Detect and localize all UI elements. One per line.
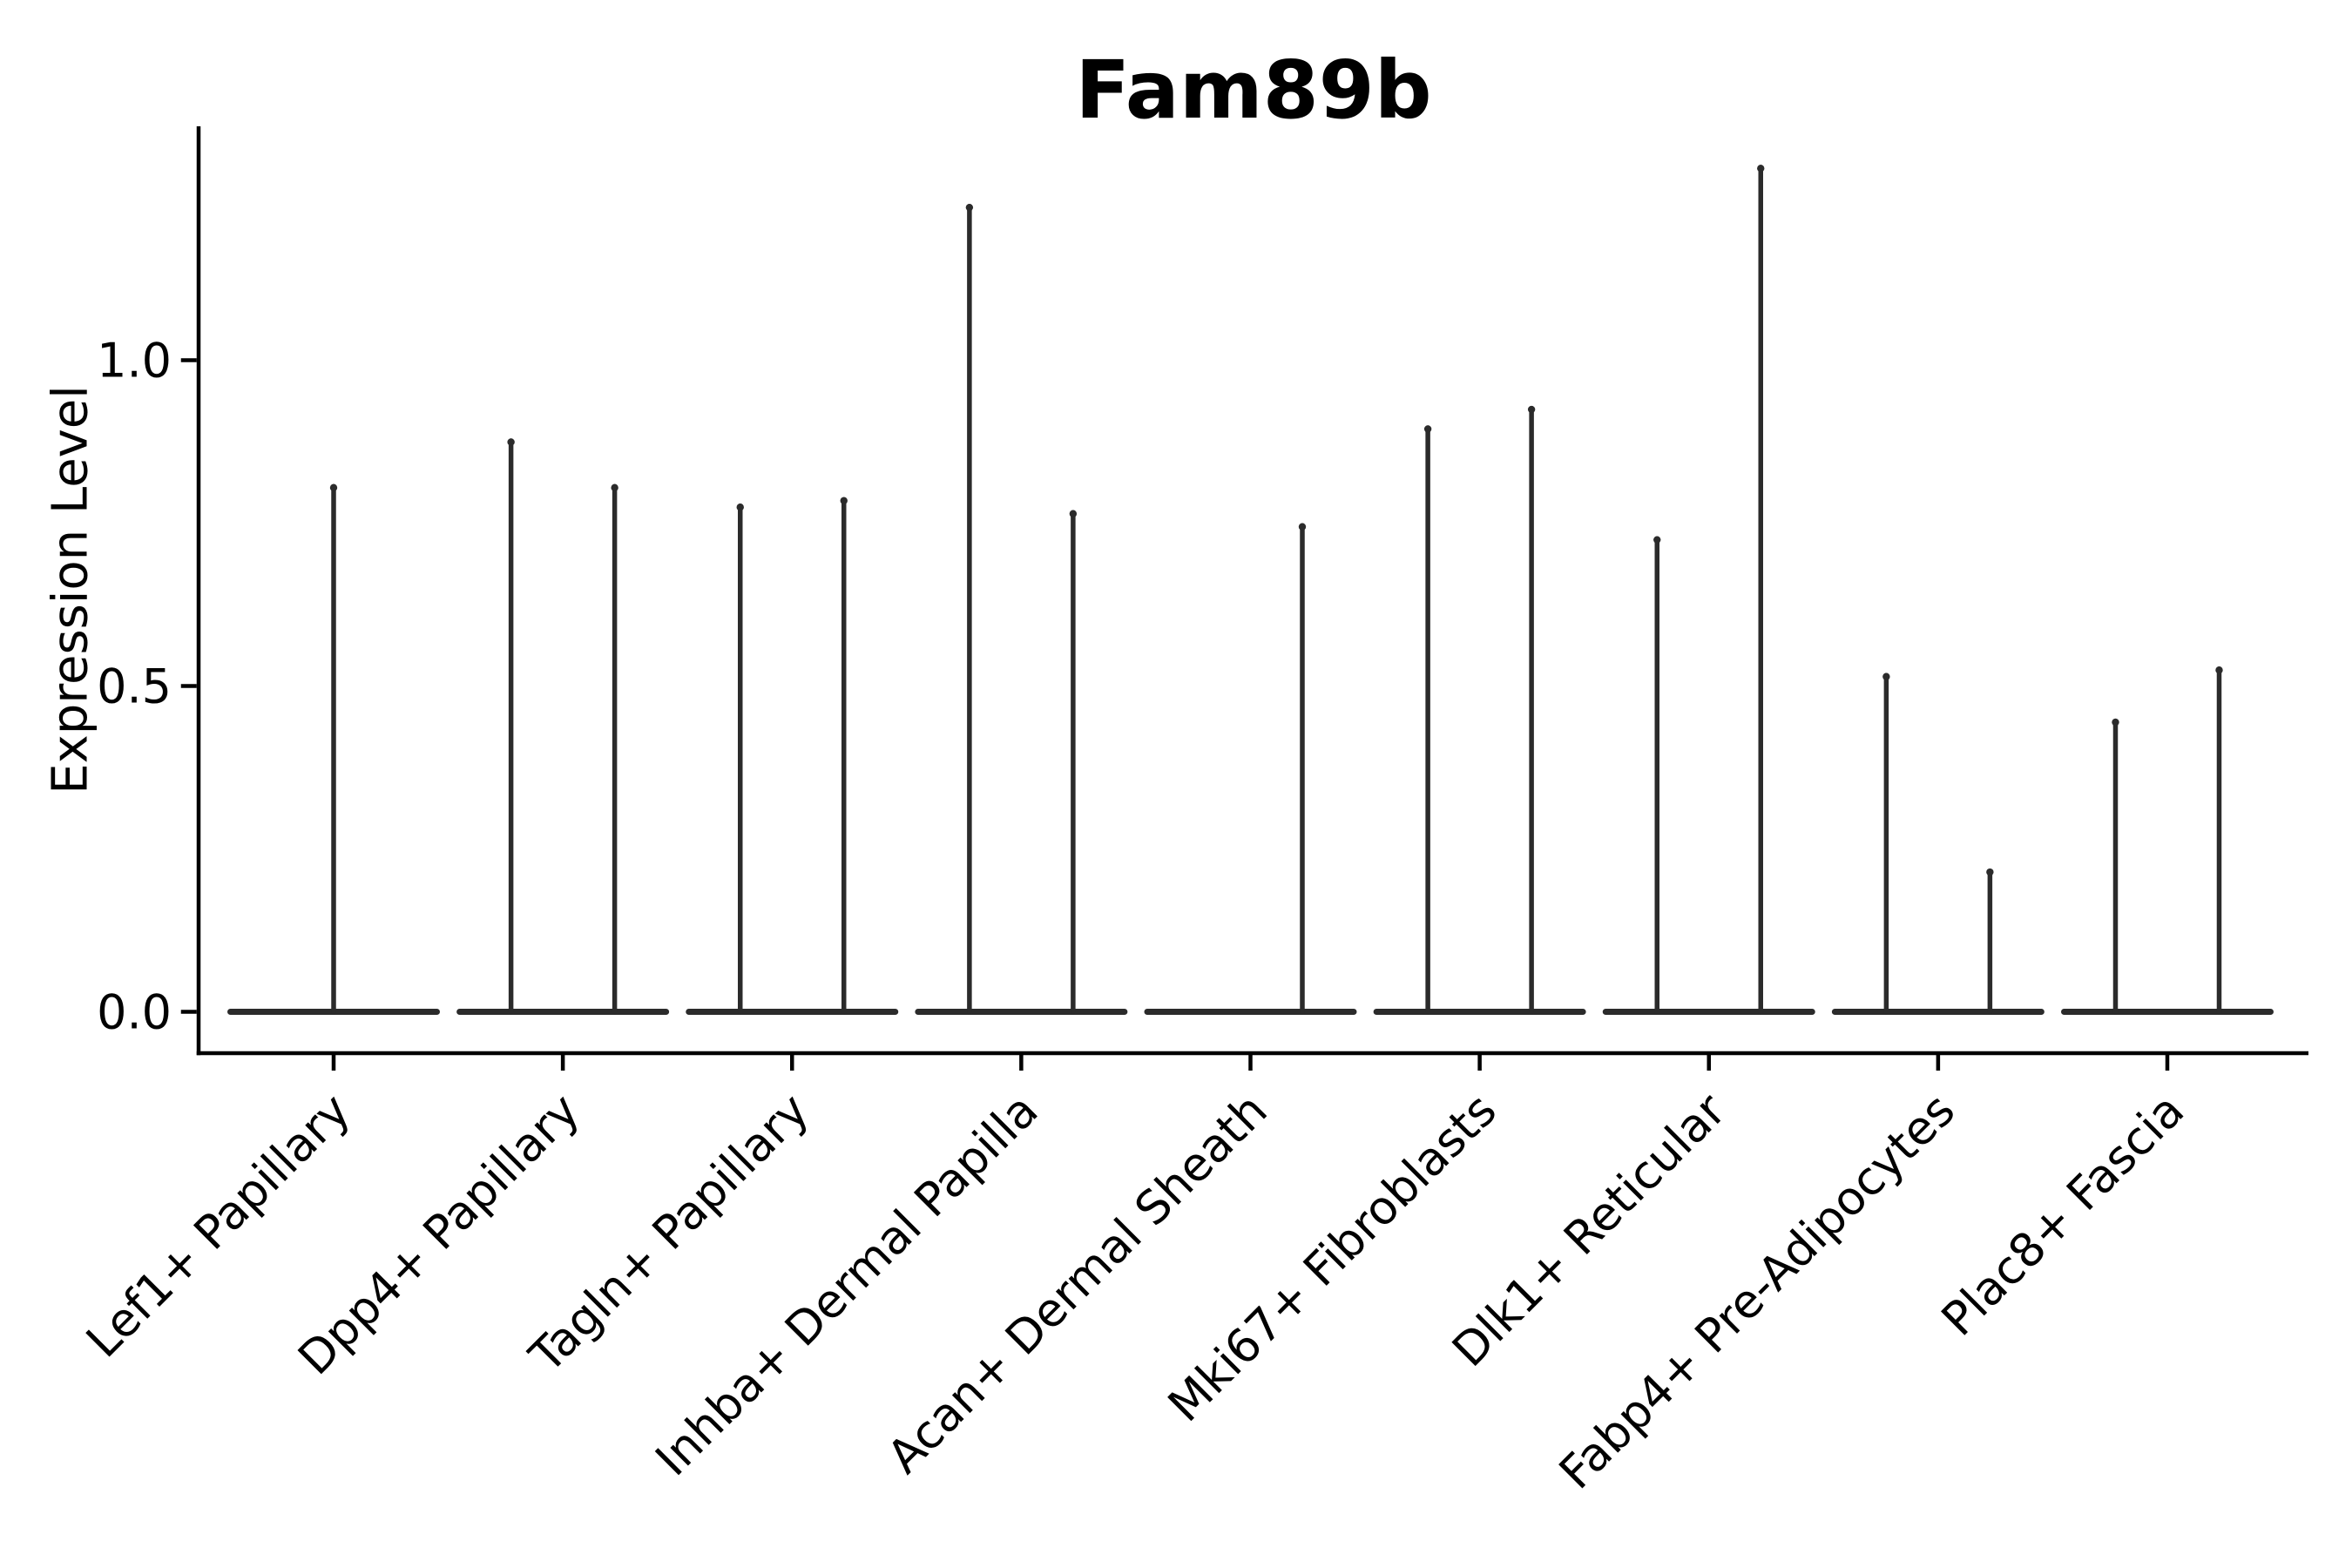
x-tick bbox=[1936, 1055, 1941, 1071]
violin-spike-tip bbox=[1653, 536, 1661, 544]
violin-spike-tip bbox=[840, 497, 848, 504]
y-tick-label: 0.0 bbox=[97, 985, 172, 1040]
violin-spike-tip bbox=[736, 504, 744, 511]
x-tick bbox=[1477, 1055, 1482, 1071]
y-tick-label: 0.5 bbox=[97, 659, 172, 714]
violin-spike-tip bbox=[2112, 718, 2119, 727]
y-axis-spine bbox=[196, 126, 201, 1056]
x-axis-spine bbox=[196, 1051, 2308, 1056]
violin-body bbox=[1602, 1009, 1815, 1015]
y-tick-label: 1.0 bbox=[97, 334, 172, 389]
violin-spike bbox=[1300, 523, 1305, 1015]
violin-body bbox=[456, 1009, 670, 1015]
violin-spike-tip bbox=[507, 438, 515, 446]
violin-body bbox=[1831, 1009, 2044, 1015]
violin-spike bbox=[1654, 536, 1659, 1015]
violin-group: Plac8+ Fascia bbox=[1932, 666, 2274, 1347]
x-tick bbox=[331, 1055, 336, 1071]
violin-spike-tip bbox=[965, 203, 974, 212]
violin-spike bbox=[1425, 425, 1430, 1015]
x-tick-label: Fabp4+ Pre-Adipocytes bbox=[1550, 1084, 1965, 1499]
violin-spike-tip bbox=[329, 483, 338, 492]
violin-spike bbox=[331, 483, 336, 1015]
y-tick bbox=[180, 358, 197, 362]
violin-spike-tip bbox=[1298, 523, 1307, 531]
y-tick bbox=[180, 684, 197, 688]
violin-spike bbox=[1071, 510, 1076, 1015]
x-tick bbox=[1707, 1055, 1711, 1071]
x-tick bbox=[1248, 1055, 1253, 1071]
violin-spike-tip bbox=[1069, 510, 1078, 517]
chart-title: Fam89b bbox=[1075, 44, 1432, 137]
violin-spike-tip bbox=[1757, 165, 1765, 172]
violin-body bbox=[2061, 1009, 2274, 1015]
violin-group: Tagln+ Papillary bbox=[519, 497, 899, 1383]
violin-body bbox=[915, 1009, 1128, 1015]
violin-group: Lef1+ Papillary bbox=[77, 483, 440, 1368]
violin-spike-tip bbox=[611, 483, 618, 492]
violin-group: Dlk1+ Reticular bbox=[1443, 165, 1815, 1377]
x-tick bbox=[1019, 1055, 1024, 1071]
violin-spike bbox=[2112, 718, 2119, 1015]
violin-spike-tip bbox=[1423, 425, 1432, 433]
violin-spike bbox=[2216, 666, 2222, 1015]
violin-body bbox=[1144, 1009, 1357, 1015]
violin-spike-tip bbox=[1986, 868, 1994, 876]
violin-spike-tip bbox=[1527, 405, 1536, 414]
violin-spike-tip bbox=[1882, 672, 1890, 680]
violin-group: Dpp4+ Papillary bbox=[288, 438, 670, 1385]
violin-spike bbox=[612, 483, 618, 1015]
violin-spike bbox=[508, 438, 514, 1015]
violin-spike bbox=[1529, 405, 1534, 1015]
y-tick bbox=[180, 1010, 197, 1014]
x-tick bbox=[560, 1055, 565, 1071]
x-tick-label: Inhba+ Dermal Papilla bbox=[645, 1084, 1048, 1486]
violin-spike bbox=[1883, 672, 1889, 1015]
violin-spike-tip bbox=[2215, 666, 2223, 674]
x-tick bbox=[2165, 1055, 2170, 1071]
x-tick bbox=[790, 1055, 794, 1071]
x-tick-label: Acan+ Dermal Sheath bbox=[877, 1084, 1277, 1484]
violin-body bbox=[686, 1009, 899, 1015]
violin-spike bbox=[738, 504, 743, 1015]
violin-spike bbox=[967, 203, 972, 1015]
violin-spike bbox=[1758, 165, 1763, 1015]
violin-spike bbox=[841, 497, 847, 1015]
x-tick-label: Plac8+ Fascia bbox=[1932, 1084, 2194, 1346]
violin-group: Fabp4+ Pre-Adipocytes bbox=[1550, 672, 2044, 1499]
violin-spike bbox=[1987, 868, 1993, 1015]
violin-body bbox=[1373, 1009, 1586, 1015]
